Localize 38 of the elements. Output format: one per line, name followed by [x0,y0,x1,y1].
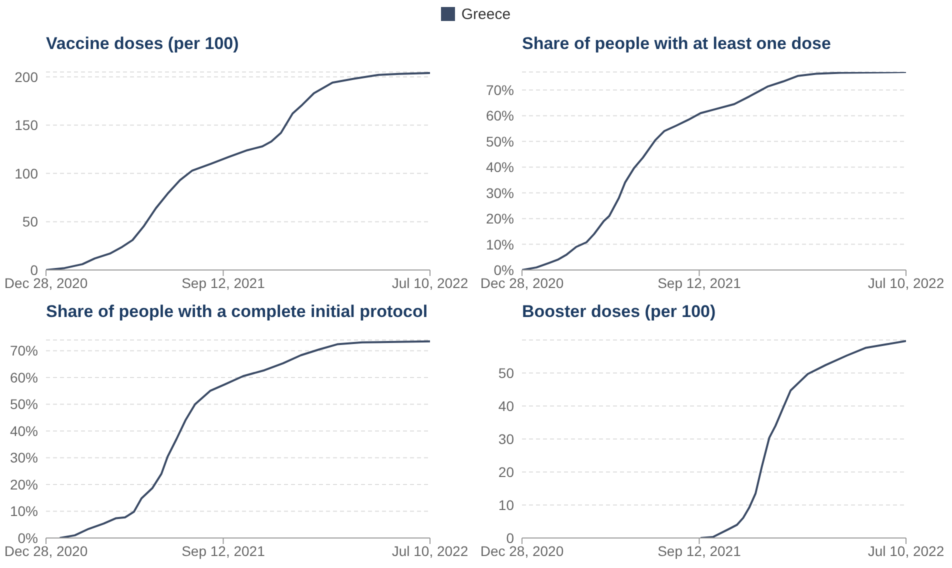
y-tick-label: 10% [10,503,38,520]
chart-title: Vaccine doses (per 100) [45,33,240,55]
x-tick-label: Sep 12, 2021 [658,274,742,291]
y-tick-label: 40% [486,159,514,176]
y-tick-label: 60% [10,369,38,386]
y-tick-label: 10% [486,236,514,252]
x-tick-label: Jul 10, 2022 [868,542,944,559]
y-tick-label: 70% [486,82,514,98]
chart-title: Booster doses (per 100) [521,301,717,323]
x-tick-label: Jul 10, 2022 [392,542,468,559]
y-tick-label: 30% [486,184,514,201]
x-tick-label: Jul 10, 2022 [868,274,944,291]
y-tick-label: 100 [14,165,38,182]
x-tick-label: Sep 12, 2021 [658,542,742,559]
y-tick-label: 70% [10,342,38,359]
y-tick-label: 60% [486,108,514,124]
y-tick-label: 20 [498,464,514,480]
y-tick-label: 40% [10,422,38,439]
y-tick-label: 10 [498,496,514,513]
y-tick-label: 30% [10,450,38,466]
chart-title: Share of people with a complete initial protocol [45,301,429,323]
legend-label: Greece [460,6,511,22]
y-tick-label: 150 [14,117,38,134]
y-tick-label: 50 [22,214,38,230]
x-tick-label: Jul 10, 2022 [392,274,468,291]
chart-title: Share of people with at least one dose [521,33,832,55]
y-tick-label: 50% [10,396,38,412]
x-tick-label: Sep 12, 2021 [182,274,266,291]
x-tick-label: Sep 12, 2021 [182,542,266,559]
y-tick-label: 20% [10,476,38,492]
y-tick-label: 50% [486,133,514,150]
y-tick-label: 40 [498,398,514,414]
y-tick-label: 200 [14,68,38,85]
line-series [700,340,906,538]
y-tick-label: 50 [498,364,514,381]
y-tick-label: 30 [498,430,514,447]
y-tick-label: 20% [486,210,514,227]
line-series [58,340,430,538]
